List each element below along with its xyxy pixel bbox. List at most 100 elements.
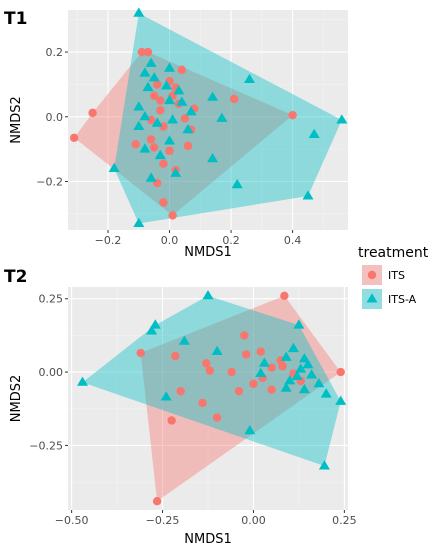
legend-circle-icon xyxy=(367,270,377,280)
point-its-a xyxy=(280,351,292,361)
point-its xyxy=(152,496,162,506)
point-its-a xyxy=(173,85,185,95)
point-its-a xyxy=(145,57,157,67)
point-its xyxy=(180,114,190,123)
y-axis-label: NMDS2 xyxy=(9,96,24,143)
point-its xyxy=(177,65,187,75)
point-its-a xyxy=(182,123,194,134)
point-its-a xyxy=(133,217,145,227)
y-tick-label: 0.2 xyxy=(46,46,64,59)
point-its xyxy=(241,350,251,359)
point-its-a xyxy=(139,67,151,77)
point-its-a xyxy=(154,149,166,160)
point-its xyxy=(167,416,176,425)
point-its-a xyxy=(293,319,305,329)
point-its-a xyxy=(308,128,320,138)
point-its-a xyxy=(335,395,347,405)
point-its-a xyxy=(142,81,154,92)
point-its xyxy=(69,133,79,142)
point-its-a xyxy=(185,106,197,116)
point-its xyxy=(131,140,140,149)
point-its-a xyxy=(255,367,267,377)
point-its xyxy=(156,96,165,105)
legend-triangle-icon xyxy=(366,293,378,303)
point-its-a xyxy=(176,96,188,106)
point-its-a xyxy=(306,369,318,379)
x-axis-label: NMDS1 xyxy=(184,245,231,260)
legend: treatment ITS ITS-A xyxy=(358,245,429,309)
point-its xyxy=(156,106,165,115)
point-its-a xyxy=(133,101,145,111)
point-its-a xyxy=(164,135,175,145)
point-its xyxy=(205,366,215,375)
point-its-a xyxy=(211,345,223,355)
panel-t1: −0.2 0.0 0.2 0.4 −0.2 0.0 0.2 T1 NMDS1 NMDS2 xyxy=(4,7,348,260)
x-tick-label: −0.25 xyxy=(146,514,180,527)
point-its-a xyxy=(295,363,307,373)
point-its-a xyxy=(207,91,219,101)
point-its xyxy=(198,398,207,408)
point-its-a xyxy=(216,112,228,122)
point-its-a xyxy=(133,120,145,130)
legend-label-its: ITS xyxy=(388,269,405,282)
panel-background xyxy=(68,10,348,230)
point-its-a xyxy=(207,153,219,163)
point-its xyxy=(88,108,97,118)
point-its xyxy=(336,367,345,377)
point-its-a xyxy=(139,111,151,121)
point-its-a xyxy=(161,80,172,90)
point-its-a xyxy=(148,72,160,82)
point-its xyxy=(143,47,153,57)
point-its xyxy=(212,413,222,422)
point-its-a xyxy=(302,190,314,200)
point-its-a xyxy=(244,73,255,83)
y-tick-label: −0.25 xyxy=(29,439,63,452)
point-its-a xyxy=(145,172,157,182)
y-tick-label: 0.0 xyxy=(46,111,64,124)
x-tick-label: 0.4 xyxy=(284,234,302,247)
point-its xyxy=(146,135,156,144)
y-axis-label: NMDS2 xyxy=(9,375,24,422)
hull-its xyxy=(74,52,293,216)
point-its xyxy=(267,385,276,394)
x-tick-label: 0.2 xyxy=(222,234,240,247)
point-its-a xyxy=(244,425,256,435)
point-its-a xyxy=(298,353,310,363)
point-its xyxy=(249,379,258,389)
point-its-a xyxy=(146,325,158,335)
point-its-a xyxy=(231,178,243,189)
point-its-a xyxy=(313,378,325,388)
point-its-a xyxy=(258,357,270,367)
point-its-a xyxy=(336,114,348,124)
point-its xyxy=(159,198,168,207)
y-tick-label: 0.00 xyxy=(39,366,64,379)
point-its xyxy=(227,367,236,377)
point-its xyxy=(256,347,265,356)
point-its-a xyxy=(302,359,314,369)
point-its xyxy=(171,351,180,361)
point-its xyxy=(280,291,289,301)
point-its-a xyxy=(160,391,172,401)
point-its xyxy=(288,110,297,120)
point-its xyxy=(234,386,244,396)
point-its xyxy=(153,80,162,89)
point-its-a xyxy=(149,319,161,329)
x-tick-label: 0.0 xyxy=(161,234,179,247)
point-its-a xyxy=(133,7,145,17)
point-its xyxy=(168,211,177,220)
x-tick-label: −0.2 xyxy=(95,234,122,247)
point-its-a xyxy=(151,117,163,127)
point-its-a xyxy=(287,342,299,353)
y-tick-label: −0.2 xyxy=(36,175,63,188)
point-its-a xyxy=(178,335,190,345)
point-its xyxy=(183,141,193,151)
x-tick-label: −0.50 xyxy=(55,514,89,527)
point-its-a xyxy=(284,375,296,385)
point-its-a xyxy=(280,382,292,392)
legend-title: treatment xyxy=(358,245,429,261)
hull-its-a xyxy=(82,295,341,466)
point-its-a xyxy=(139,143,151,153)
x-tick-label: 0.00 xyxy=(241,514,266,527)
point-its-a xyxy=(320,388,332,398)
